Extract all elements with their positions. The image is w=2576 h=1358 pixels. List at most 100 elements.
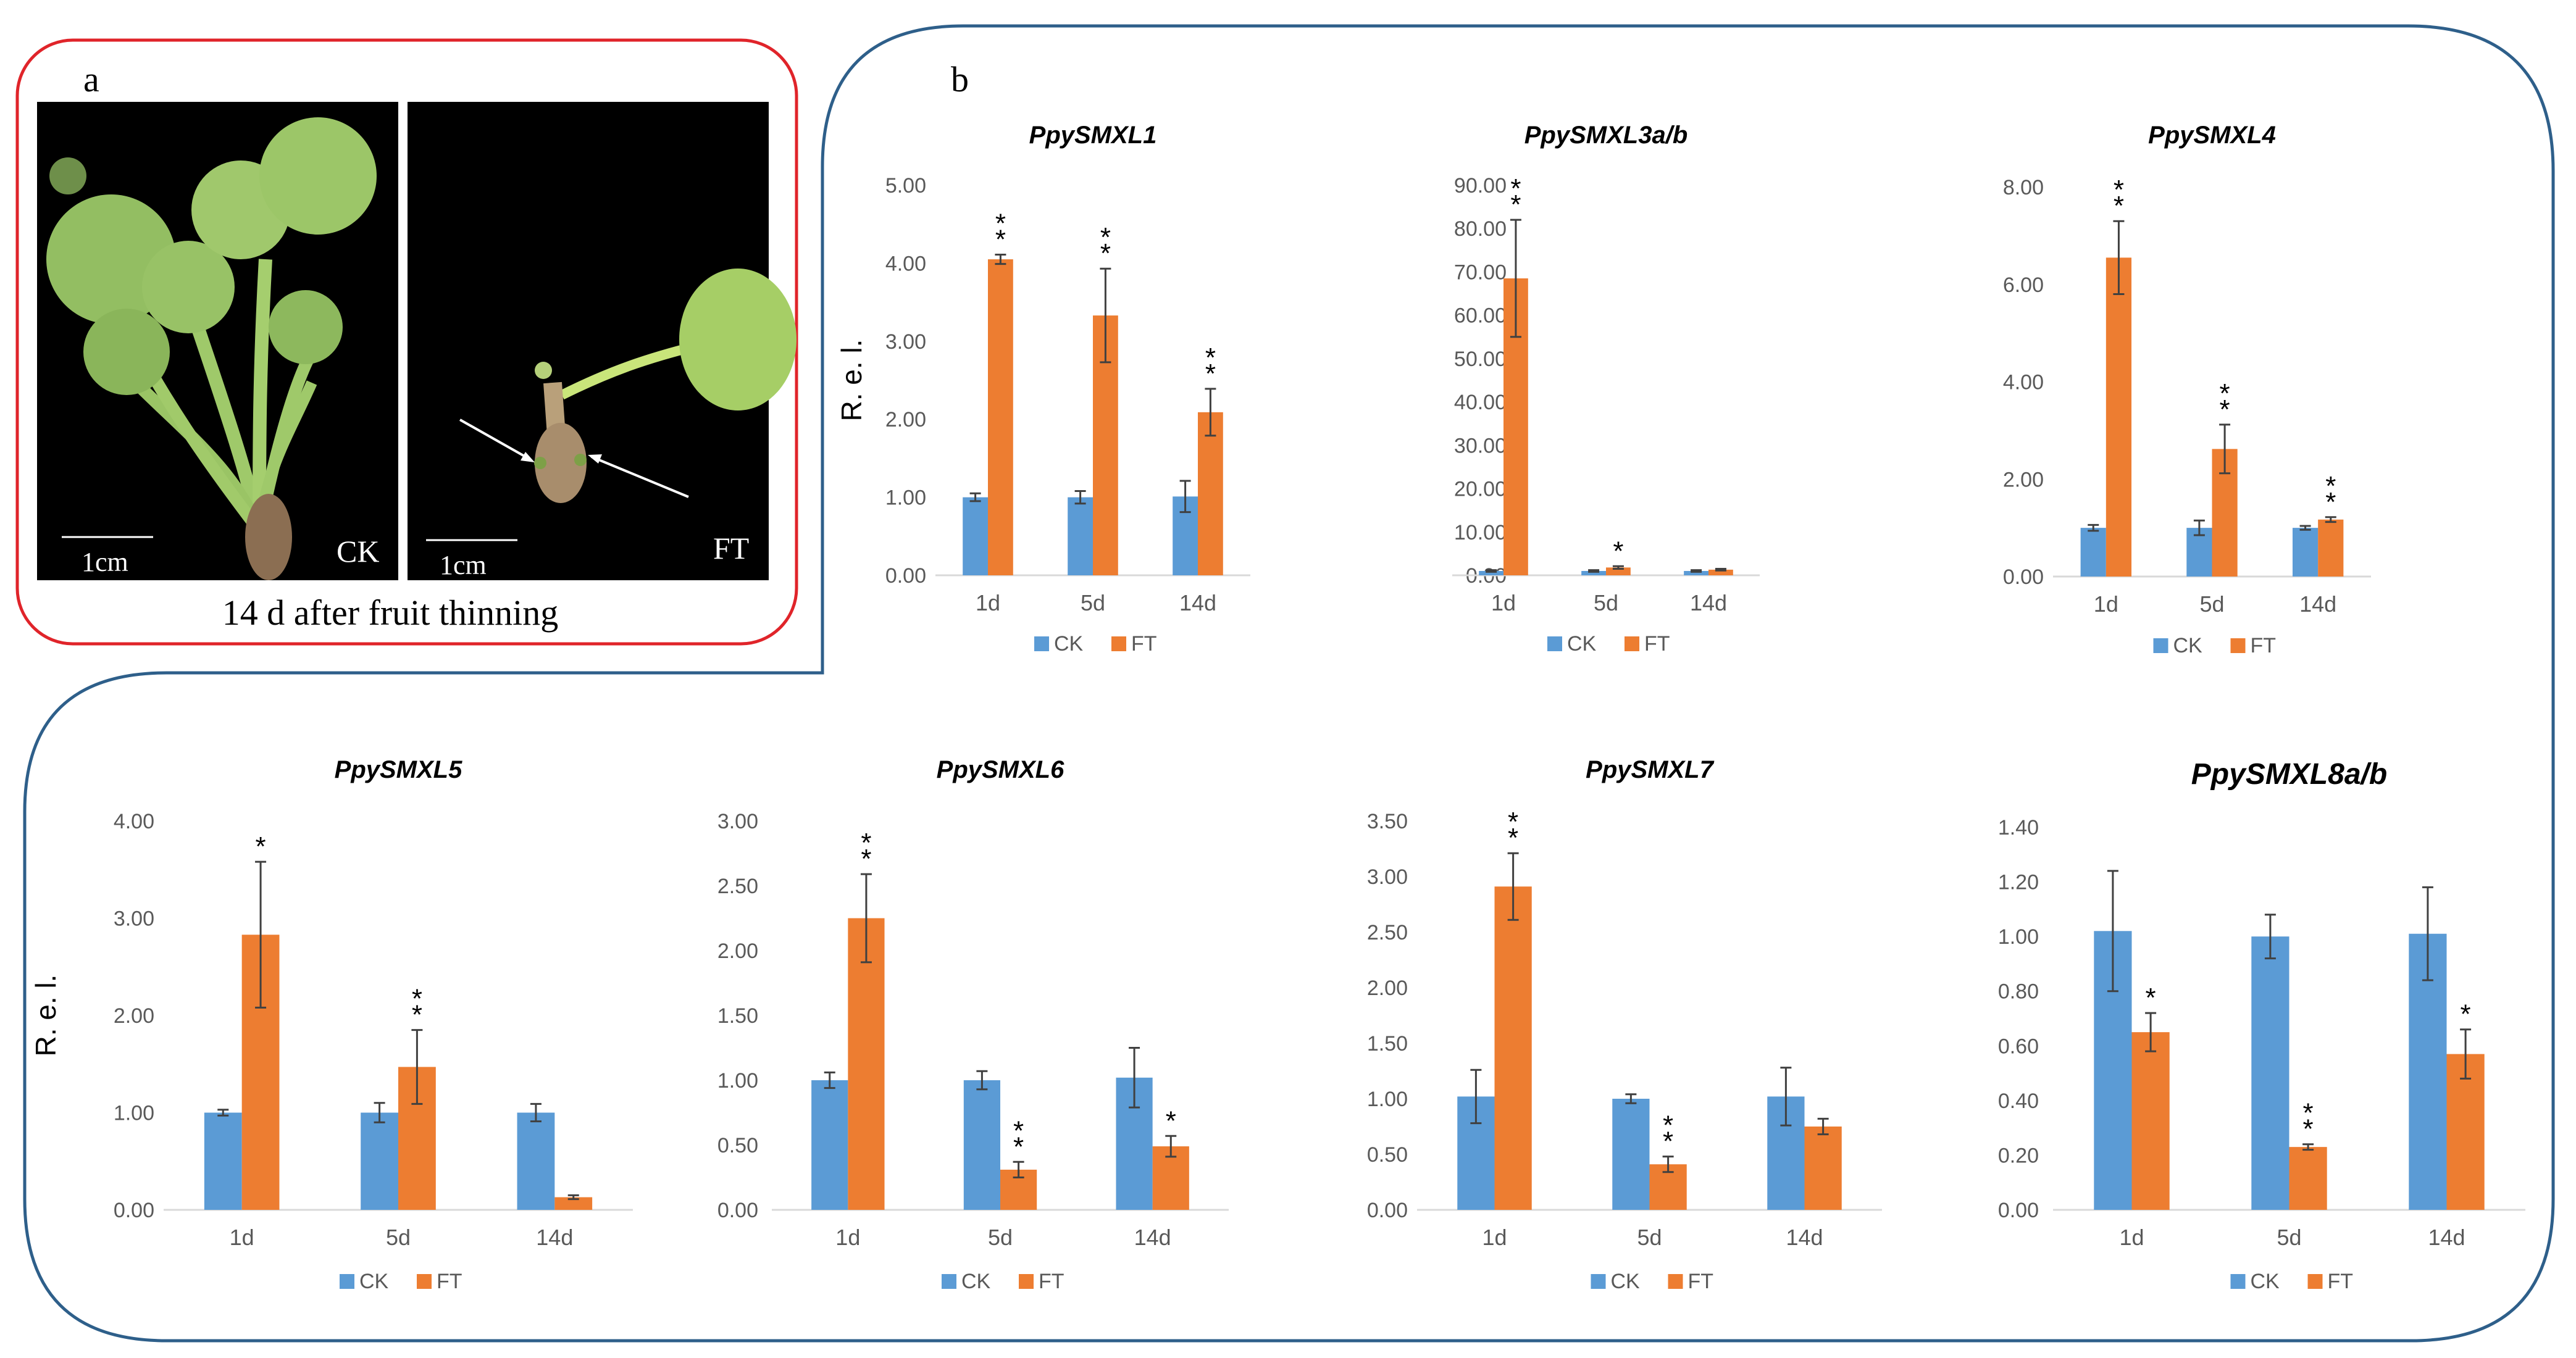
legend-swatch-ft: [1019, 1274, 1034, 1289]
y-tick-label: 10.00: [1454, 521, 1507, 544]
legend-swatch-ft: [1625, 636, 1639, 651]
x-tick-label: 14d: [1690, 590, 1727, 615]
bar-ft-14d: [1708, 569, 1733, 575]
chart-ppysmxl6: PpySMXL60.000.501.001.502.002.503.00**1d…: [717, 756, 1229, 1293]
x-tick-label: 5d: [1594, 590, 1618, 615]
y-tick-label: 3.00: [885, 330, 926, 354]
bar-ck-1d: [811, 1080, 848, 1210]
y-tick-label: 0.00: [1998, 1199, 2039, 1222]
significance-star: *: [1510, 173, 1521, 204]
y-tick-label: 2.00: [1367, 977, 1408, 1000]
significance-star: *: [995, 208, 1006, 238]
significance-star: *: [1508, 807, 1518, 837]
legend-label-ck: CK: [961, 1270, 991, 1293]
chart-title: PpySMXL4: [2148, 122, 2276, 149]
y-tick-label: 6.00: [2003, 273, 2044, 297]
x-tick-label: 14d: [536, 1225, 573, 1250]
x-tick-label: 1d: [1482, 1225, 1507, 1250]
significance-star: *: [1100, 238, 1111, 269]
significance-star: *: [2325, 471, 2336, 501]
chart-title: PpySMXL3a/b: [1524, 122, 1688, 149]
arrow-left: [459, 419, 532, 461]
panel-b-letter: b: [951, 59, 969, 99]
significance-star: *: [2114, 175, 2124, 205]
arrow-right: [591, 456, 689, 498]
y-tick-label: 80.00: [1454, 217, 1507, 241]
bar-ck-1d: [2080, 528, 2106, 577]
legend-swatch-ck: [1034, 636, 1049, 651]
fruit-cluster-illustration: [46, 117, 377, 580]
legend-swatch-ft: [1668, 1274, 1683, 1289]
y-tick-label: 3.50: [1367, 810, 1408, 833]
significance-star: *: [1205, 359, 1216, 389]
legend-swatch-ck: [340, 1274, 354, 1289]
significance-star: *: [412, 984, 422, 1014]
y-tick-label: 50.00: [1454, 348, 1507, 371]
bar-ck-5d: [963, 1080, 1000, 1210]
legend-swatch-ft: [2230, 638, 2246, 653]
x-tick-label: 14d: [1179, 590, 1216, 615]
chart-ppysmxl5: PpySMXL5 0.00 1.00 2.00 3.00 4.00 R. e. l. * 1d *…: [30, 756, 633, 1293]
bar-ck-5d: [1581, 570, 1606, 575]
y-axis-label: R. e. l.: [835, 340, 868, 422]
x-tick-label: 1d: [1491, 590, 1516, 615]
photo-ck: 1cm CK: [37, 102, 398, 580]
photo-ft: 1cm FT: [408, 102, 797, 580]
x-tick-label: 14d: [2428, 1225, 2465, 1250]
bar-ck-5d: [361, 1112, 398, 1210]
x-tick-label: 5d: [386, 1225, 411, 1250]
x-tick-label: 1d: [230, 1225, 254, 1250]
bar-ck-14d: [1684, 570, 1708, 575]
bar-ck-14d: [2292, 528, 2319, 577]
y-tick-label: 0.80: [1998, 980, 2039, 1004]
y-tick-label: 0.50: [1367, 1143, 1408, 1167]
chart-title: PpySMXL7: [1586, 756, 1714, 783]
chart-ppysmxl1: PpySMXL1 0.00 1.00 2.00 3.00 4.00 5.00 R. e. l.…: [835, 122, 1250, 656]
x-tick-label: 5d: [2277, 1225, 2301, 1250]
significance-star: *: [2220, 378, 2230, 409]
bar-ft-1d: [988, 259, 1013, 575]
legend-label-ft: FT: [2251, 634, 2277, 657]
chart-title: PpySMXL5: [335, 756, 462, 783]
y-tick-label: 1.00: [1367, 1088, 1408, 1111]
y-tick-label: 60.00: [1454, 304, 1507, 328]
y-tick-label: 1.00: [1998, 925, 2039, 949]
bar-ck-5d: [1068, 497, 1093, 575]
legend-label-ft: FT: [1039, 1270, 1064, 1293]
x-tick-label: 5d: [1637, 1225, 1662, 1250]
y-tick-label: 2.50: [1367, 921, 1408, 944]
significance-star: *: [2220, 394, 2230, 425]
y-tick-label: 2.00: [2003, 468, 2044, 491]
y-tick-label: 4.00: [2003, 371, 2044, 394]
significance-star: *: [2303, 1098, 2314, 1128]
y-tick-label: 1.00: [114, 1102, 154, 1125]
significance-star: *: [412, 1000, 422, 1030]
arrow-right-head: [588, 454, 602, 464]
y-tick-label: 20.00: [1454, 478, 1507, 501]
x-tick-label: 5d: [2199, 591, 2224, 617]
legend-swatch-ft: [2307, 1274, 2323, 1289]
y-tick-label: 2.00: [717, 939, 758, 963]
legend-label-ck: CK: [359, 1270, 389, 1293]
y-tick-label: 2.00: [885, 408, 926, 431]
legend-label-ft: FT: [1688, 1270, 1714, 1293]
chart-ppysmxl4: PpySMXL40.002.004.006.008.00**1d**5d**14…: [2003, 122, 2371, 657]
y-tick-label: 0.40: [1998, 1089, 2039, 1113]
significance-star: *: [861, 828, 871, 858]
y-tick-label: 3.00: [717, 810, 758, 833]
bar-ft-5d: [2289, 1147, 2327, 1210]
y-tick-label: 0.00: [1367, 1199, 1408, 1222]
scale-bar-ck-label: 1cm: [82, 547, 128, 577]
significance-star: *: [2461, 999, 2471, 1030]
legend-swatch-ft: [417, 1274, 432, 1289]
significance-star: *: [1013, 1131, 1024, 1162]
x-tick-label: 1d: [835, 1225, 860, 1250]
bar-ck-5d: [1612, 1099, 1650, 1210]
legend-label-ck: CK: [2173, 634, 2203, 657]
chart-ppysmxl3ab: PpySMXL3a/b0.0010.0020.0030.0040.0050.00…: [1452, 122, 1760, 656]
bar-ck-14d: [517, 1112, 555, 1210]
photo-ck-label: CK: [337, 534, 379, 569]
significance-star: *: [1613, 536, 1623, 566]
legend-swatch-ck: [1591, 1274, 1606, 1289]
